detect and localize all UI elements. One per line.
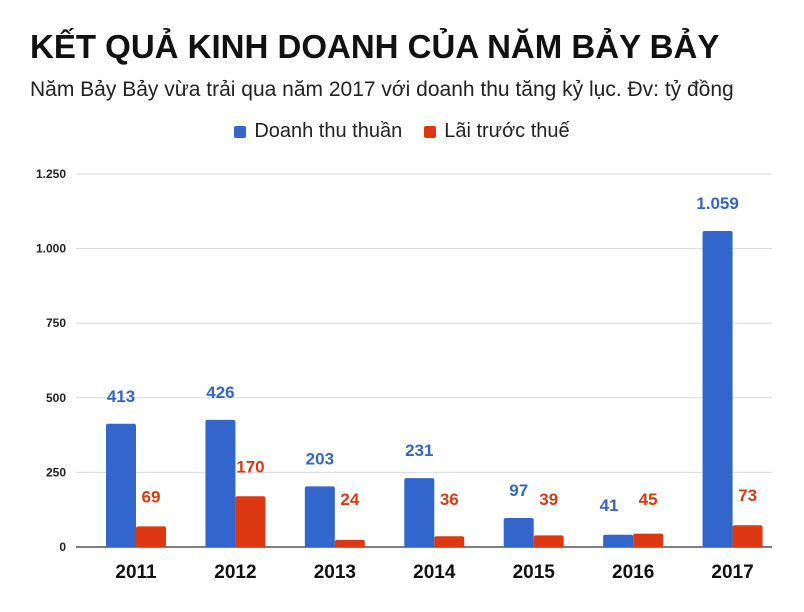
bar-profit	[235, 496, 266, 547]
bar-profit	[434, 536, 465, 547]
data-label-profit: 36	[440, 490, 459, 509]
legend-swatch-profit	[424, 125, 437, 138]
bar-revenue	[702, 230, 733, 548]
y-tick-label: 1.250	[36, 167, 66, 181]
chart-legend: Doanh thu thuần Lãi trước thuế	[0, 120, 804, 143]
legend-label-revenue: Doanh thu thuần	[254, 120, 403, 142]
data-label-profit: 39	[539, 490, 558, 509]
data-label-revenue: 413	[107, 387, 135, 406]
data-label-revenue: 231	[405, 441, 433, 460]
x-tick-label: 2015	[513, 562, 556, 583]
bar-revenue	[304, 486, 335, 547]
y-tick-label: 750	[46, 316, 66, 330]
chart-subtitle: Năm Bảy Bảy vừa trải qua năm 2017 với do…	[30, 78, 734, 101]
legend-swatch-revenue	[234, 125, 247, 138]
legend-label-profit: Lãi trước thuế	[444, 120, 570, 142]
bar-profit	[633, 533, 664, 547]
data-label-profit: 73	[738, 486, 757, 505]
bar-profit	[533, 535, 564, 547]
y-tick-label: 500	[46, 391, 66, 405]
data-label-revenue: 1.059	[696, 194, 739, 213]
data-label-revenue: 203	[306, 449, 334, 468]
x-tick-label: 2014	[413, 562, 456, 583]
legend-item-revenue: Doanh thu thuần	[234, 120, 402, 143]
y-tick-label: 1.000	[36, 242, 66, 256]
bar-revenue	[404, 478, 435, 547]
bar-revenue	[503, 518, 534, 547]
bar-revenue	[106, 423, 136, 547]
bar-profit	[732, 525, 763, 547]
data-label-profit: 170	[236, 457, 264, 476]
data-label-revenue: 426	[206, 383, 234, 402]
bar-profit	[136, 526, 166, 547]
data-label-profit: 24	[340, 490, 359, 509]
bar-revenue	[603, 534, 634, 547]
y-tick-label: 0	[59, 540, 66, 554]
chart-title: KẾT QUẢ KINH DOANH CỦA NĂM BẢY BẢY	[30, 28, 720, 65]
data-label-revenue: 41	[600, 496, 619, 515]
data-label-profit: 45	[639, 490, 658, 509]
x-tick-label: 2013	[314, 562, 356, 583]
legend-item-profit: Lãi trước thuế	[424, 120, 570, 143]
x-tick-label: 2016	[612, 562, 654, 583]
x-tick-label: 2011	[115, 562, 157, 583]
y-tick-label: 250	[46, 465, 66, 479]
data-label-revenue: 97	[509, 481, 528, 500]
bar-revenue	[205, 419, 236, 547]
bar-profit	[334, 539, 365, 547]
data-label-profit: 69	[142, 487, 161, 506]
x-tick-label: 2012	[214, 562, 256, 583]
x-tick-label: 2017	[711, 562, 753, 583]
